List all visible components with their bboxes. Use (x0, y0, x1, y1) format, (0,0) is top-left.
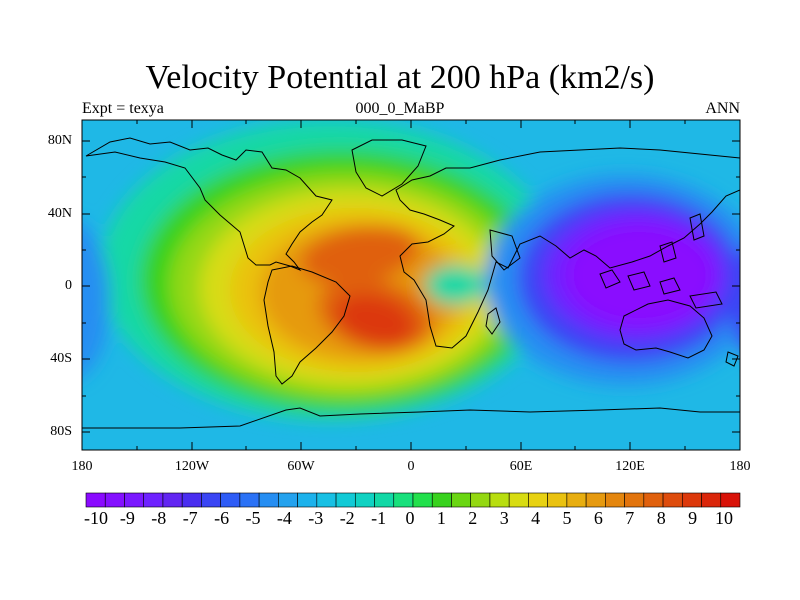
colorbar-label: 10 (715, 508, 733, 528)
colorbar-swatch (220, 492, 241, 508)
lon-label-60w: 60W (287, 459, 315, 474)
colorbar-label: -3 (308, 508, 324, 528)
colorbar (85, 492, 741, 508)
coast-borneo (627, 271, 651, 291)
lon-label-120e: 120E (615, 459, 645, 474)
colorbar-swatch (547, 492, 568, 508)
colorbar-label: 9 (688, 508, 698, 528)
colorbar-label: 1 (436, 508, 446, 528)
coastlines (82, 137, 740, 429)
colorbar-label: 7 (625, 508, 635, 528)
colorbar-swatch (566, 492, 587, 508)
colorbar-swatch (720, 492, 741, 508)
colorbar-swatch (451, 492, 472, 508)
field-pos8-north (300, 225, 420, 285)
lat-label-80s: 80S (50, 424, 72, 439)
coast-madagascar (485, 307, 501, 335)
colorbar-swatch (335, 492, 356, 508)
colorbar-swatch (393, 492, 414, 508)
lat-label-40s: 40S (50, 351, 72, 366)
colorbar-swatch (239, 492, 260, 508)
colorbar-swatch (354, 492, 375, 508)
colorbar-swatch (585, 492, 606, 508)
colorbar-swatch (528, 492, 548, 508)
coast-new-guinea (689, 291, 723, 309)
colorbar-label: -7 (182, 508, 198, 528)
colorbar-swatch (624, 492, 645, 508)
colorbar-swatch (162, 492, 183, 508)
colorbar-swatch (201, 492, 221, 508)
colorbar-label: -9 (119, 508, 135, 528)
field-neg6-east (730, 255, 740, 345)
colorbar-label: -10 (84, 508, 108, 528)
colorbar-swatch (85, 492, 106, 508)
colorbar-swatch (489, 492, 510, 508)
lon-label-0: 0 (407, 459, 415, 474)
velocity-potential-field (82, 120, 740, 450)
coast-greenland (351, 139, 427, 197)
coast-philippines (659, 241, 677, 263)
colorbar-label: -5 (245, 508, 261, 528)
field-africa-gap (425, 265, 485, 305)
colorbar-swatch (143, 492, 164, 508)
lat-label-80n: 80N (47, 133, 72, 148)
coast-australia (619, 299, 713, 359)
colorbar-label: 5 (562, 508, 572, 528)
coast-arabia (489, 229, 521, 271)
subtitle-left: Expt = texya (82, 100, 164, 117)
colorbar-swatch (701, 492, 722, 508)
colorbar-label: -4 (276, 508, 292, 528)
colorbar-swatch (124, 492, 145, 508)
field-neg3-west (82, 223, 110, 377)
colorbar-swatch (278, 492, 298, 508)
lon-label-180-west: 180 (71, 459, 93, 474)
lon-label-180-east: 180 (729, 459, 751, 474)
coast-south-america (263, 265, 351, 385)
colorbar-swatch (258, 492, 279, 508)
coast-sumatra (599, 269, 621, 289)
colorbar-label: -2 (339, 508, 355, 528)
colorbar-label: 6 (593, 508, 603, 528)
colorbar-swatch (662, 492, 683, 508)
colorbar-swatch (605, 492, 625, 508)
subtitle-center: 000_0_MaBP (355, 100, 445, 117)
coast-japan (689, 213, 705, 241)
colorbar-label: 3 (499, 508, 509, 528)
lat-label-0: 0 (65, 278, 72, 293)
field-neg10 (565, 223, 715, 327)
colorbar-swatch (643, 492, 664, 508)
colorbar-label: -8 (151, 508, 167, 528)
lon-label-120w: 120W (174, 459, 210, 474)
colorbar-swatch (681, 492, 702, 508)
lon-ticks (81, 120, 741, 450)
colorbar-label: 8 (656, 508, 666, 528)
colorbar-swatch (374, 492, 395, 508)
colorbar-swatch (104, 492, 125, 508)
colorbar-swatch (508, 492, 529, 508)
lat-label-40n: 40N (47, 206, 72, 221)
colorbar-swatch (316, 492, 337, 508)
coast-new-zealand (725, 351, 739, 367)
plot-title: Velocity Potential at 200 hPa (km2/s) (145, 59, 655, 96)
colorbar-swatch (412, 492, 433, 508)
coast-eurasia-africa (395, 147, 740, 349)
colorbar-swatch (431, 492, 452, 508)
subtitle-right: ANN (705, 100, 740, 117)
lon-label-60e: 60E (509, 459, 533, 474)
colorbar-label: 0 (405, 508, 415, 528)
colorbar-label: 4 (531, 508, 541, 528)
lat-ticks (82, 140, 740, 433)
coast-sulawesi (659, 277, 681, 295)
field-pos10 (335, 294, 415, 346)
colorbar-label: -6 (214, 508, 230, 528)
colorbar-swatch (470, 492, 491, 508)
coast-north-america (85, 137, 333, 272)
colorbar-swatch (297, 492, 318, 508)
colorbar-label: 2 (468, 508, 478, 528)
coast-antarctica (82, 407, 740, 429)
colorbar-swatch (181, 492, 202, 508)
colorbar-label: -1 (371, 508, 387, 528)
